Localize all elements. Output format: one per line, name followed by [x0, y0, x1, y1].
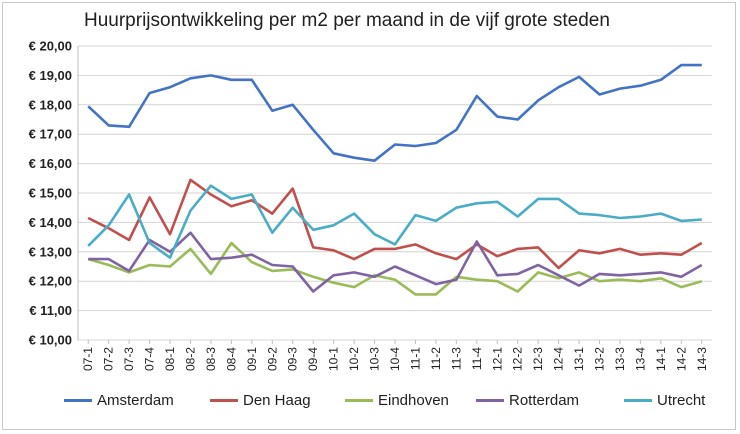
- x-tick-label: 11-1: [408, 347, 422, 370]
- legend-swatch: [64, 399, 92, 402]
- legend-swatch: [624, 399, 652, 402]
- x-tick-label: 12-4: [552, 347, 566, 371]
- x-tick-label: 08-4: [224, 347, 238, 371]
- legend-item-eindhoven: Eindhoven: [345, 392, 449, 409]
- x-tick-label: 08-1: [163, 347, 177, 371]
- x-tick-label: 09-3: [286, 347, 300, 371]
- x-tick-label: 13-1: [572, 347, 586, 371]
- x-tick-label: 14-3: [695, 347, 709, 371]
- legend-item-rotterdam: Rotterdam: [476, 392, 579, 409]
- legend-label: Utrecht: [657, 392, 706, 409]
- series-lines: [87, 63, 703, 296]
- x-tick-label: 07-1: [81, 347, 95, 371]
- x-tick-label: 09-4: [306, 347, 320, 371]
- x-tick-label: 10-3: [368, 347, 382, 371]
- y-tick-label: € 15,00: [29, 186, 72, 201]
- x-tick-label: 11-4: [470, 347, 484, 370]
- legend-label: Amsterdam: [97, 392, 174, 409]
- x-tick-label: 10-4: [388, 347, 402, 371]
- x-tick-label: 12-2: [511, 347, 525, 371]
- x-tick-label: 11-2: [429, 347, 443, 370]
- y-tick-label: € 18,00: [29, 97, 72, 112]
- legend-label: Den Haag: [243, 392, 311, 409]
- y-tick-label: € 16,00: [29, 156, 72, 171]
- series-line-eindhoven: [87, 241, 703, 296]
- y-tick-label: € 17,00: [29, 127, 72, 142]
- series-line-rotterdam: [88, 231, 703, 293]
- x-tick-label: 07-3: [122, 347, 136, 371]
- x-tick-label: 13-4: [633, 347, 647, 371]
- legend-item-den-haag: Den Haag: [210, 392, 311, 409]
- legend-item-utrecht: Utrecht: [624, 392, 705, 409]
- x-tick-label: 09-1: [245, 347, 259, 371]
- y-tick-label: € 13,00: [29, 244, 72, 259]
- x-tick-label: 13-3: [613, 347, 627, 371]
- y-tick-label: € 19,00: [29, 68, 72, 83]
- x-tick-label: 10-1: [327, 347, 341, 371]
- legend-swatch: [210, 399, 238, 402]
- x-tick-label: 07-4: [143, 347, 157, 371]
- x-tick-label: 07-2: [102, 347, 116, 371]
- y-tick-label: € 20,00: [29, 39, 72, 54]
- x-tick-label: 13-2: [593, 347, 607, 371]
- x-tick-label: 11-3: [449, 347, 463, 370]
- y-tick-label: € 14,00: [29, 215, 72, 230]
- series-line-amsterdam: [87, 63, 702, 162]
- x-tick-label: 08-2: [183, 347, 197, 371]
- y-axis-tick-labels: € 10,00 € 11,00 € 12,00 € 13,00 € 14,00 € 15,…: [29, 39, 72, 348]
- legend-label: Eindhoven: [378, 392, 449, 409]
- legend-label: Rotterdam: [509, 392, 580, 409]
- x-tick-label: 14-1: [654, 347, 668, 371]
- x-axis-tick-labels: 07-1 07-2 07-3 07-4 08-1 08-2 08-3 08-4 09-1 09-2…: [81, 340, 709, 371]
- series-line-utrecht: [87, 184, 702, 260]
- chart-title: Huurprijsontwikkeling per m2 per maand i…: [84, 10, 610, 31]
- x-tick-label: 10-2: [347, 347, 361, 371]
- y-tick-label: € 11,00: [29, 303, 72, 318]
- legend-swatch: [345, 399, 373, 402]
- y-tick-label: € 12,00: [29, 274, 72, 289]
- series-line-den-haag: [87, 178, 703, 270]
- legend-item-amsterdam: Amsterdam: [64, 392, 174, 409]
- x-tick-label: 14-2: [674, 347, 688, 371]
- x-tick-label: 12-3: [531, 347, 545, 371]
- y-tick-label: € 10,00: [29, 333, 72, 348]
- x-tick-label: 08-3: [204, 347, 218, 371]
- x-tick-label: 12-1: [490, 347, 504, 371]
- legend-swatch: [476, 399, 504, 402]
- x-tick-label: 09-2: [265, 347, 279, 371]
- legend: Amsterdam Den Haag Eindhoven Rotterdam Utrec…: [0, 392, 740, 412]
